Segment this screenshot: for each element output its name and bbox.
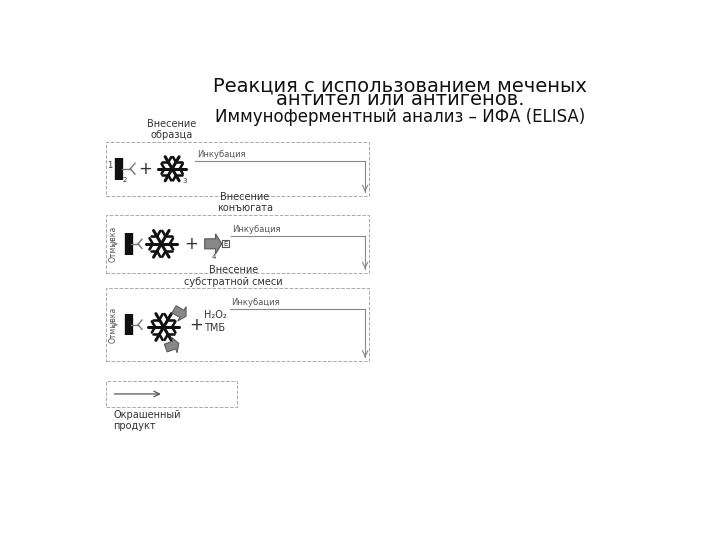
Text: Инкубация: Инкубация — [197, 150, 246, 159]
Text: 3: 3 — [182, 178, 186, 184]
Text: Иммуноферментный анализ – ИФА (ELISA): Иммуноферментный анализ – ИФА (ELISA) — [215, 108, 585, 126]
Text: +: + — [184, 235, 198, 253]
Text: Инкубация: Инкубация — [231, 298, 279, 307]
Text: 1: 1 — [107, 161, 112, 170]
Text: +: + — [189, 316, 203, 334]
Polygon shape — [172, 306, 186, 321]
Bar — [222, 240, 229, 247]
Bar — [106, 288, 369, 361]
Text: Реакция с использованием меченых: Реакция с использованием меченых — [213, 76, 587, 96]
Polygon shape — [164, 337, 179, 353]
Text: Отмывка: Отмывка — [109, 307, 118, 343]
Text: E: E — [223, 241, 228, 247]
Bar — [106, 215, 369, 273]
Text: Внесение
конъюгата: Внесение конъюгата — [217, 192, 273, 213]
Text: 2: 2 — [122, 177, 127, 183]
Text: Н₂О₂
ТМБ: Н₂О₂ ТМБ — [204, 310, 227, 333]
Text: Внесение
образца: Внесение образца — [147, 119, 196, 140]
Text: +: + — [138, 160, 152, 178]
Text: антител или антигенов.: антител или антигенов. — [276, 90, 524, 109]
Text: Внесение
субстратной смеси: Внесение субстратной смеси — [184, 265, 283, 287]
Bar — [106, 381, 238, 408]
Text: 4: 4 — [212, 254, 216, 260]
Bar — [106, 142, 369, 195]
Text: Окрашенный
продукт: Окрашенный продукт — [113, 410, 181, 431]
Polygon shape — [204, 234, 222, 254]
Text: Инкубация: Инкубация — [233, 225, 281, 234]
Text: Отмывка: Отмывка — [109, 226, 118, 262]
